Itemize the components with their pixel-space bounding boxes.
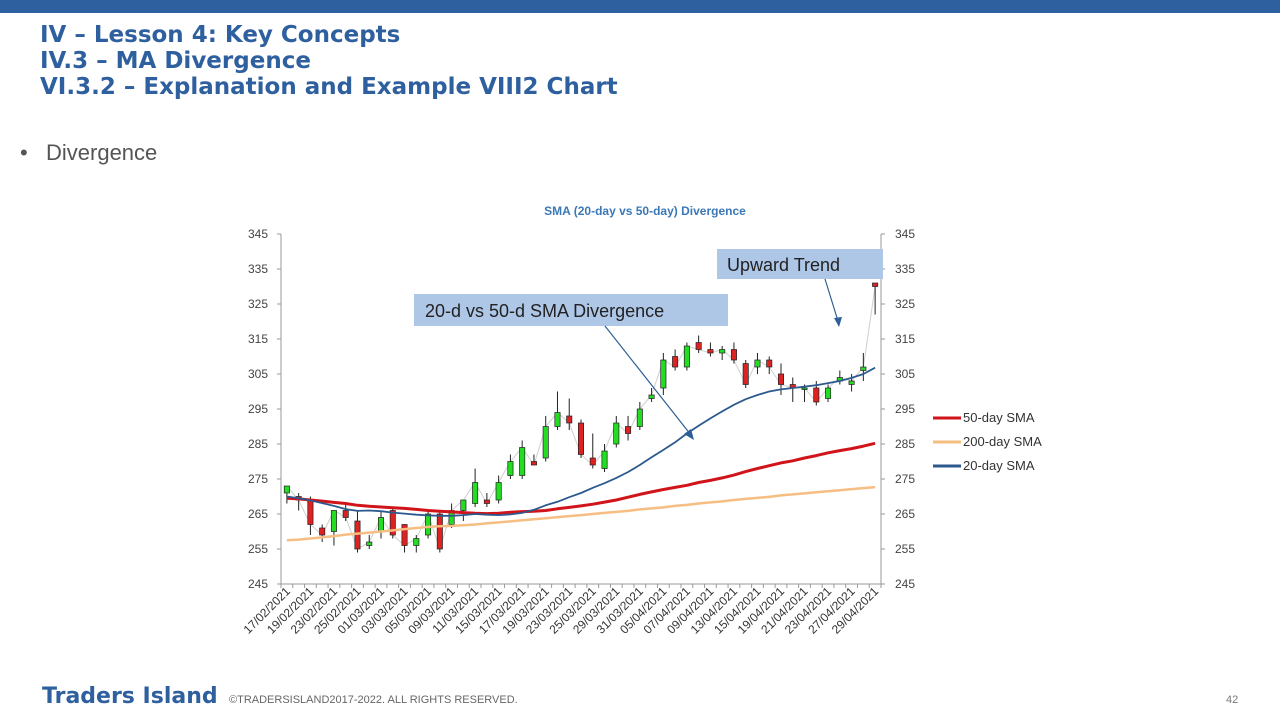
candle-up [648, 394, 655, 399]
candle-down [730, 349, 737, 361]
candle-down [872, 282, 879, 287]
legend-sma50-label: 50-day SMA [963, 410, 1035, 425]
divergence-callout-text: 20-d vs 50-d SMA Divergence [425, 301, 664, 321]
divergence-callout-box [414, 294, 728, 326]
y-tick-label-left: 305 [248, 367, 268, 381]
y-tick-label-left: 315 [248, 332, 268, 346]
candle-down [307, 499, 314, 525]
candle-up [460, 499, 467, 511]
candle-up [683, 345, 690, 368]
candle-up [283, 485, 290, 494]
y-tick-label-right: 305 [895, 367, 915, 381]
y-tick-label-left: 295 [248, 402, 268, 416]
y-tick-label-left: 275 [248, 472, 268, 486]
candle-up [601, 450, 608, 469]
y-tick-label-left: 265 [248, 507, 268, 521]
candle-up [519, 447, 526, 476]
candle-down [813, 387, 820, 403]
legend-sma200-label: 200-day SMA [963, 434, 1042, 449]
candle-down [342, 510, 349, 518]
y-tick-label-left: 335 [248, 262, 268, 276]
candle-up [660, 359, 667, 389]
title-line-2: IV.3 – MA Divergence [40, 48, 311, 74]
bullet-dot-icon: • [20, 140, 28, 165]
title-line-1: IV – Lesson 4: Key Concepts [40, 22, 401, 48]
bullet-text: Divergence [46, 140, 158, 165]
candle-up [378, 517, 384, 532]
candle-down [625, 426, 632, 434]
y-tick-label-right: 315 [895, 332, 915, 346]
sma200-line [286, 485, 876, 542]
bullet-item: • Divergence [20, 140, 157, 166]
candle-down [695, 342, 702, 350]
candle-down [778, 373, 784, 385]
candle-down [566, 415, 573, 424]
candle-down [436, 513, 443, 550]
candle-up [330, 510, 337, 532]
y-tick-label-left: 285 [248, 437, 268, 451]
candle-down [742, 363, 749, 385]
upward-trend-arrow-head [834, 317, 842, 327]
candle-up [801, 387, 808, 390]
y-tick-label-right: 265 [895, 507, 915, 521]
chart-title: SMA (20-day vs 50-day) Divergence [544, 204, 746, 218]
candle-down [530, 461, 537, 466]
candle-up [613, 422, 620, 445]
candle-down [401, 524, 408, 546]
candle-up [848, 380, 855, 385]
y-tick-label-right: 255 [895, 542, 915, 556]
candle-down [672, 356, 679, 368]
candle-up [554, 412, 561, 427]
slide-title: IV – Lesson 4: Key Concepts IV.3 – MA Di… [40, 22, 618, 100]
candle-down [483, 499, 490, 504]
divergence-arrow-head [684, 429, 694, 440]
candle-down [589, 457, 596, 466]
candle-up [542, 426, 549, 459]
candle-up [719, 349, 726, 354]
upward-trend-callout-text: Upward Trend [727, 255, 840, 275]
candle-down [389, 510, 396, 536]
candle-up [495, 482, 502, 501]
candle-up [825, 387, 832, 399]
y-tick-label-right: 295 [895, 402, 915, 416]
y-tick-label-right: 325 [895, 297, 915, 311]
y-tick-label-left: 255 [248, 542, 268, 556]
footer-copyright: ©TRADERSISLAND2017-2022. ALL RIGHTS RESE… [229, 694, 518, 706]
candle-up [472, 482, 479, 504]
candle-up [413, 538, 420, 546]
candle-down [766, 359, 773, 368]
candle-up [507, 461, 514, 476]
divergence-arrow [604, 325, 692, 436]
y-tick-label-right: 345 [895, 227, 915, 241]
candle-up [860, 366, 867, 371]
y-tick-label-right: 285 [895, 437, 915, 451]
y-tick-label-left: 245 [248, 577, 268, 591]
title-line-3: VI.3.2 – Explanation and Example VIII2 C… [40, 74, 618, 100]
legend-sma20-label: 20-day SMA [963, 458, 1035, 473]
footer-brand-logo: Traders Island [42, 684, 218, 709]
top-accent-bar [0, 0, 1280, 13]
sma20-line [286, 366, 876, 517]
candle-down [319, 527, 326, 536]
candle-up [754, 359, 761, 368]
y-tick-label-right: 275 [895, 472, 915, 486]
y-tick-label-left: 325 [248, 297, 268, 311]
candle-down [578, 422, 584, 455]
candle-up [366, 541, 373, 546]
candle-down [707, 349, 714, 354]
candle-up [636, 408, 643, 427]
upward-trend-callout-box [717, 249, 883, 279]
candle-up [425, 513, 432, 536]
sma50-line [286, 441, 876, 516]
page-number: 42 [1226, 694, 1239, 706]
upward-trend-arrow [824, 278, 839, 322]
y-tick-label-right: 245 [895, 577, 915, 591]
y-tick-label-left: 345 [248, 227, 268, 241]
y-tick-label-right: 335 [895, 262, 915, 276]
